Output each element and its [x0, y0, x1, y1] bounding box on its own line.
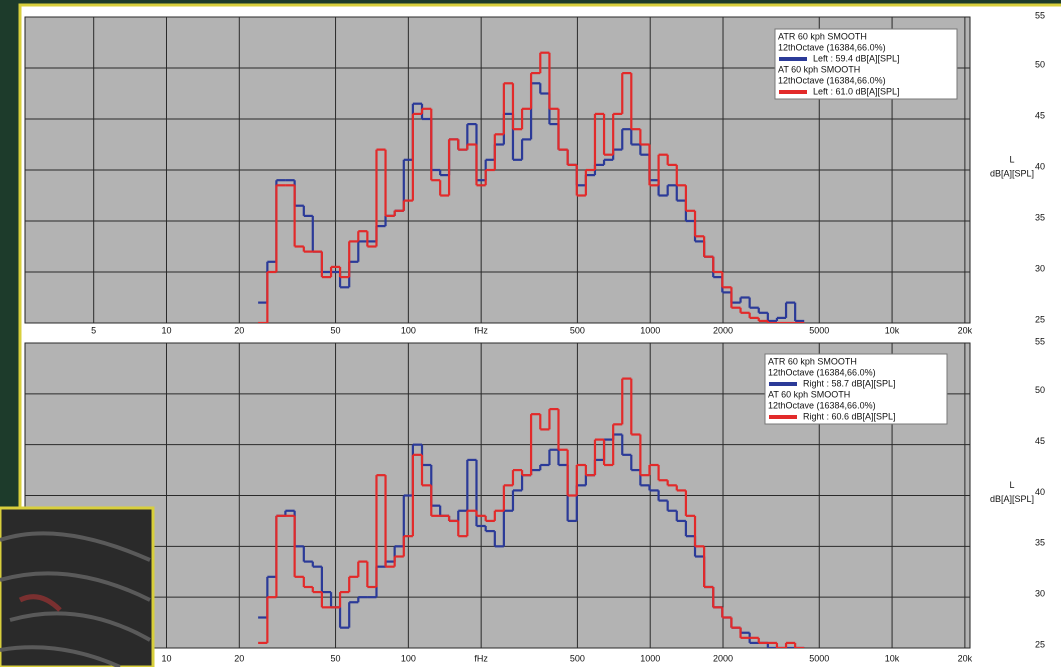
y-tick-label: 30: [1035, 263, 1045, 273]
x-tick-label: fHz: [474, 653, 488, 663]
x-tick-label: 5: [91, 325, 96, 335]
x-tick-label: 20k: [958, 325, 973, 335]
legend-text: ATR 60 kph SMOOTH: [778, 31, 867, 41]
legend-text: 12thOctave (16384,66.0%): [768, 400, 876, 410]
legend-text: 12thOctave (16384,66.0%): [778, 42, 886, 52]
y-tick-label: 40: [1035, 161, 1045, 171]
x-tick-label: 10k: [885, 653, 900, 663]
x-tick-label: 1000: [640, 653, 660, 663]
x-tick-label: 50: [331, 325, 341, 335]
y-axis-label: dB[A][SPL]: [990, 494, 1034, 504]
y-tick-label: 50: [1035, 385, 1045, 395]
x-tick-label: fHz: [474, 325, 488, 335]
y-tick-label: 25: [1035, 639, 1045, 649]
photo-inset: [0, 506, 155, 667]
legend-text: 12thOctave (16384,66.0%): [778, 75, 886, 85]
y-tick-label: 35: [1035, 212, 1045, 222]
y-tick-label: 45: [1035, 110, 1045, 120]
step-riser: [266, 52, 769, 323]
x-tick-label: 20k: [958, 653, 973, 663]
legend-label: Left : 59.4 dB[A][SPL]: [813, 53, 900, 63]
x-tick-label: 500: [570, 325, 585, 335]
y-tick-label: 55: [1035, 10, 1045, 20]
legend-text: AT 60 kph SMOOTH: [768, 389, 850, 399]
y-axis-label: dB[A][SPL]: [990, 168, 1034, 178]
x-tick-label: 500: [570, 653, 585, 663]
y-tick-label: 50: [1035, 59, 1045, 69]
legend-box: [764, 353, 948, 425]
x-tick-label: 100: [401, 325, 416, 335]
series-group: [258, 51, 805, 323]
photo-texture: [0, 531, 151, 667]
legend-text: ATR 60 kph SMOOTH: [768, 356, 857, 366]
y-tick-label: 40: [1035, 487, 1045, 497]
chart-panel: 25 30 35 40 45 50 55 10 20 50 100 fHz 500 1000 2000 500…: [24, 336, 1045, 663]
legend-text: AT 60 kph SMOOTH: [778, 64, 860, 74]
y-tick-label: 55: [1035, 336, 1045, 346]
x-tick-label: 10k: [885, 325, 900, 335]
x-tick-label: 1000: [640, 325, 660, 335]
x-tick-label: 10: [161, 325, 171, 335]
x-tick-label: 5000: [809, 325, 829, 335]
x-tick-label: 100: [401, 653, 416, 663]
legend-label: Left : 61.0 dB[A][SPL]: [813, 86, 900, 96]
legend-text: 12thOctave (16384,66.0%): [768, 367, 876, 377]
x-tick-label: 20: [234, 653, 244, 663]
x-tick-label: 2000: [713, 653, 733, 663]
legend-box: [774, 28, 958, 100]
series-group: [258, 377, 805, 648]
photo: [0, 506, 155, 667]
legend-label: Right : 60.6 dB[A][SPL]: [803, 411, 896, 421]
y-axis-label: L: [1009, 154, 1014, 164]
y-axis-label: L: [1009, 480, 1014, 490]
x-tick-label: 10: [161, 653, 171, 663]
x-tick-label: 5000: [809, 653, 829, 663]
photo-texture: [18, 594, 62, 612]
y-tick-label: 45: [1035, 436, 1045, 446]
y-tick-label: 35: [1035, 538, 1045, 548]
y-tick-label: 30: [1035, 589, 1045, 599]
x-tick-label: 20: [234, 325, 244, 335]
x-tick-label: 2000: [713, 325, 733, 335]
y-tick-label: 25: [1035, 314, 1045, 324]
legend-label: Right : 58.7 dB[A][SPL]: [803, 378, 896, 388]
x-tick-label: 50: [331, 653, 341, 663]
